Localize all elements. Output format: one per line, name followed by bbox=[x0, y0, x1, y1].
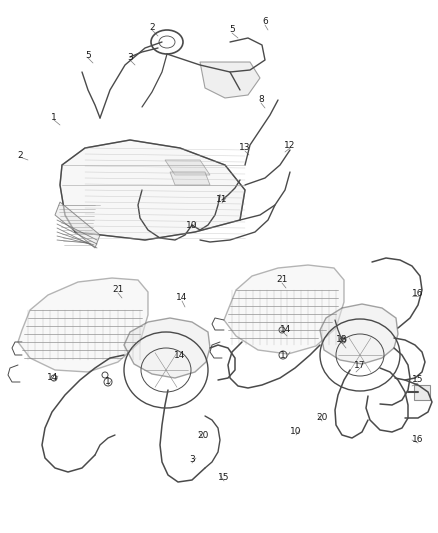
Text: 3: 3 bbox=[189, 456, 195, 464]
Polygon shape bbox=[320, 304, 398, 364]
Text: 1: 1 bbox=[51, 114, 57, 123]
Text: 8: 8 bbox=[258, 95, 264, 104]
Polygon shape bbox=[18, 278, 148, 372]
Polygon shape bbox=[55, 202, 100, 248]
Text: 18: 18 bbox=[336, 335, 348, 344]
Text: 1: 1 bbox=[280, 351, 286, 359]
Text: 12: 12 bbox=[284, 141, 296, 149]
Text: 6: 6 bbox=[262, 18, 268, 27]
Text: 20: 20 bbox=[316, 414, 328, 423]
Text: 11: 11 bbox=[216, 196, 228, 205]
Text: 15: 15 bbox=[412, 376, 424, 384]
Text: 15: 15 bbox=[218, 473, 230, 482]
Text: 2: 2 bbox=[149, 22, 155, 31]
Text: 21: 21 bbox=[112, 286, 124, 295]
Text: 14: 14 bbox=[280, 326, 292, 335]
Polygon shape bbox=[124, 318, 210, 378]
Text: 1: 1 bbox=[105, 377, 111, 386]
Text: 5: 5 bbox=[85, 51, 91, 60]
Polygon shape bbox=[200, 62, 260, 98]
Text: 13: 13 bbox=[239, 143, 251, 152]
Polygon shape bbox=[60, 140, 245, 240]
Text: 10: 10 bbox=[290, 427, 302, 437]
Text: 14: 14 bbox=[47, 374, 59, 383]
Text: 14: 14 bbox=[177, 294, 188, 303]
Polygon shape bbox=[165, 160, 210, 175]
Text: 10: 10 bbox=[186, 221, 198, 230]
Text: 3: 3 bbox=[127, 52, 133, 61]
Polygon shape bbox=[224, 265, 344, 354]
Text: 2: 2 bbox=[17, 150, 23, 159]
Text: 21: 21 bbox=[276, 276, 288, 285]
Text: 5: 5 bbox=[229, 26, 235, 35]
Text: 16: 16 bbox=[412, 435, 424, 445]
Text: 14: 14 bbox=[174, 351, 186, 359]
Text: 17: 17 bbox=[354, 360, 366, 369]
Text: 16: 16 bbox=[412, 288, 424, 297]
Polygon shape bbox=[414, 385, 430, 400]
Polygon shape bbox=[170, 172, 210, 185]
Text: 20: 20 bbox=[197, 431, 208, 440]
